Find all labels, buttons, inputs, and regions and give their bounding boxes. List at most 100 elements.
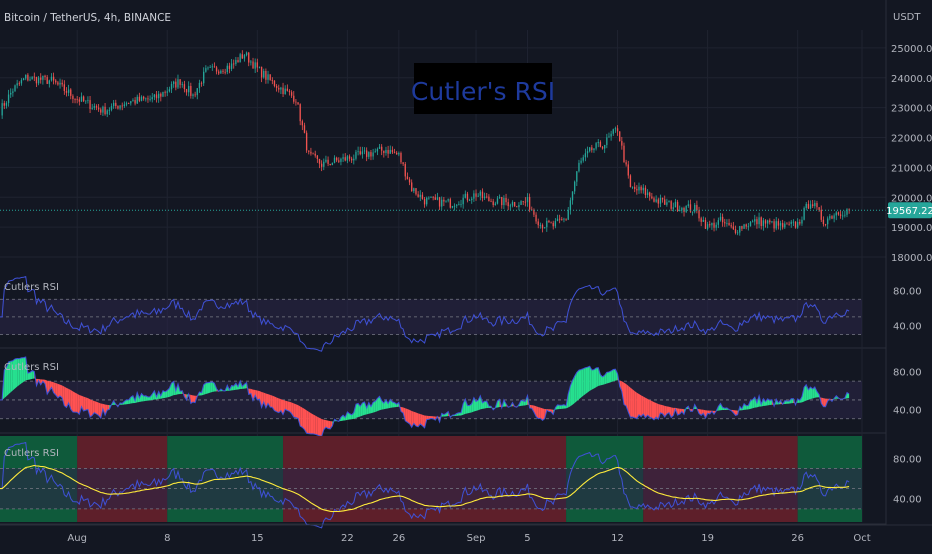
candle-body[interactable] <box>711 222 713 226</box>
candle-body[interactable] <box>179 79 181 85</box>
candle-body[interactable] <box>348 156 351 159</box>
candle-body[interactable] <box>503 197 505 206</box>
candle-body[interactable] <box>65 90 68 93</box>
candle-body[interactable] <box>494 203 497 205</box>
rsi-line[interactable] <box>0 356 850 437</box>
candle-body[interactable] <box>619 131 621 142</box>
candle-body[interactable] <box>378 146 381 149</box>
candle-body[interactable] <box>709 224 711 226</box>
candle-body[interactable] <box>430 197 432 198</box>
candle-body[interactable] <box>282 87 284 95</box>
candle-body[interactable] <box>342 157 344 159</box>
candle-body[interactable] <box>104 106 106 115</box>
candle-body[interactable] <box>640 186 642 191</box>
candle-body[interactable] <box>331 162 334 165</box>
candle-body[interactable] <box>177 79 179 88</box>
candle-body[interactable] <box>524 201 527 203</box>
candle-body[interactable] <box>741 226 743 229</box>
candle-body[interactable] <box>563 218 565 220</box>
candle-body[interactable] <box>434 197 436 200</box>
candle-body[interactable] <box>267 74 269 80</box>
candle-body[interactable] <box>239 54 241 63</box>
candle-body[interactable] <box>492 201 494 205</box>
candle-body[interactable] <box>554 221 557 227</box>
candle-body[interactable] <box>312 153 314 155</box>
candle-body[interactable] <box>213 66 216 68</box>
candle-body[interactable] <box>573 181 576 192</box>
candle-body[interactable] <box>16 83 18 86</box>
candle-body[interactable] <box>824 224 827 225</box>
candle-body[interactable] <box>719 216 722 221</box>
candle-body[interactable] <box>447 199 449 201</box>
candle-body[interactable] <box>586 151 589 154</box>
candle-body[interactable] <box>3 103 5 106</box>
candle-body[interactable] <box>513 202 516 207</box>
candle-body[interactable] <box>732 226 735 230</box>
candle-body[interactable] <box>297 102 299 105</box>
candle-body[interactable] <box>55 80 57 83</box>
candle-body[interactable] <box>417 194 419 197</box>
candle-body[interactable] <box>445 200 447 202</box>
candle-body[interactable] <box>52 76 55 81</box>
candle-body[interactable] <box>140 96 143 101</box>
candle-body[interactable] <box>558 218 561 220</box>
candle-body[interactable] <box>426 197 428 205</box>
candle-body[interactable] <box>130 101 132 104</box>
candle-body[interactable] <box>651 196 653 199</box>
candle-body[interactable] <box>76 99 78 100</box>
candle-body[interactable] <box>775 221 777 229</box>
candle-body[interactable] <box>42 75 44 80</box>
candle-body[interactable] <box>509 205 512 207</box>
candle-body[interactable] <box>636 188 638 191</box>
candle-body[interactable] <box>689 204 692 212</box>
candle-body[interactable] <box>359 151 361 155</box>
candle-body[interactable] <box>316 155 319 159</box>
candle-body[interactable] <box>672 207 674 209</box>
candle-body[interactable] <box>715 224 717 228</box>
candle-body[interactable] <box>166 91 168 93</box>
candle-body[interactable] <box>295 101 297 103</box>
candle-body[interactable] <box>691 211 694 213</box>
candle-body[interactable] <box>175 81 177 88</box>
rsi-line[interactable] <box>0 441 850 529</box>
candle-body[interactable] <box>571 191 574 201</box>
candle-body[interactable] <box>814 203 816 207</box>
candle-body[interactable] <box>702 219 704 222</box>
candle-body[interactable] <box>93 106 96 108</box>
candle-body[interactable] <box>790 221 792 224</box>
candle-body[interactable] <box>138 96 141 101</box>
candle-body[interactable] <box>773 221 775 229</box>
candle-body[interactable] <box>136 96 138 104</box>
candle-body[interactable] <box>215 67 218 72</box>
candle-body[interactable] <box>700 218 702 222</box>
candle-body[interactable] <box>12 91 14 93</box>
candle-body[interactable] <box>381 146 383 151</box>
candle-body[interactable] <box>822 219 825 225</box>
candle-body[interactable] <box>200 82 203 84</box>
candle-body[interactable] <box>50 76 53 81</box>
candle-body[interactable] <box>799 222 801 224</box>
candle-body[interactable] <box>121 105 123 107</box>
candle-body[interactable] <box>205 68 207 72</box>
candle-body[interactable] <box>123 104 126 107</box>
candle-body[interactable] <box>194 94 196 96</box>
candle-body[interactable] <box>458 204 460 206</box>
candle-body[interactable] <box>475 193 477 197</box>
candle-body[interactable] <box>273 80 276 87</box>
candle-body[interactable] <box>679 210 681 212</box>
candle-body[interactable] <box>805 203 807 208</box>
candle-body[interactable] <box>803 207 805 220</box>
candle-body[interactable] <box>505 197 507 203</box>
candle-body[interactable] <box>78 99 81 102</box>
candle-body[interactable] <box>629 175 632 188</box>
candle-body[interactable] <box>406 176 409 180</box>
candle-body[interactable] <box>353 158 355 161</box>
candle-body[interactable] <box>507 202 509 207</box>
candle-body[interactable] <box>391 149 394 153</box>
candle-body[interactable] <box>556 218 559 222</box>
candle-body[interactable] <box>831 216 833 219</box>
candle-body[interactable] <box>771 221 773 223</box>
candle-body[interactable] <box>85 100 87 102</box>
candle-body[interactable] <box>181 84 183 85</box>
